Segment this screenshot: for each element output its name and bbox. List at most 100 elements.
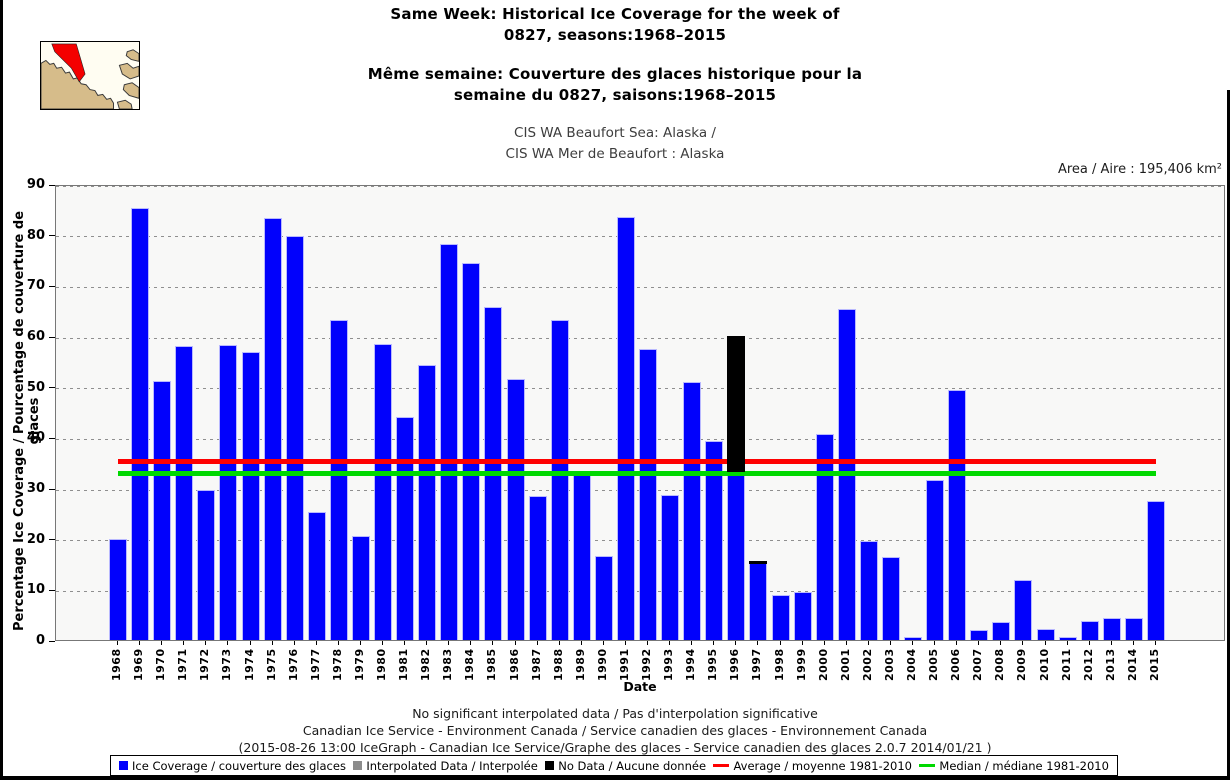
gridline-70 xyxy=(56,286,1224,288)
bar-ice-1977 xyxy=(307,512,326,640)
bar-ice-1998 xyxy=(771,595,790,640)
x-tick-mark xyxy=(934,641,936,645)
footer-line-3: (2015-08-26 13:00 IceGraph - Canadian Ic… xyxy=(238,740,992,755)
x-tick-label-2011: 2011 xyxy=(1059,648,1073,681)
x-tick-label-1995: 1995 xyxy=(706,648,720,681)
x-tick-mark xyxy=(1110,641,1112,645)
x-tick-label-2002: 2002 xyxy=(860,648,874,681)
x-tick-mark xyxy=(271,641,273,645)
legend-item-3: No Data / Aucune donnée xyxy=(545,759,706,773)
y-tick-label-60: 60 xyxy=(26,329,45,344)
map-land xyxy=(41,59,115,109)
x-tick-label-2007: 2007 xyxy=(971,648,985,681)
bar-ice-1980 xyxy=(374,343,393,640)
bar-ice-2010 xyxy=(1036,629,1055,640)
gridline-80 xyxy=(56,236,1224,238)
page-title-fr-line1: Même semaine: Couverture des glaces hist… xyxy=(367,65,863,83)
x-tick-label-2004: 2004 xyxy=(905,648,919,681)
x-tick-mark xyxy=(1154,641,1156,645)
region-subtitle-line2: CIS WA Mer de Beaufort : Alaska xyxy=(505,146,725,162)
bar-nodata-1997 xyxy=(749,561,768,565)
x-tick-mark xyxy=(382,641,384,645)
x-tick-label-1996: 1996 xyxy=(728,648,742,681)
y-tick-mark xyxy=(49,437,55,439)
y-axis: 0 10 20 30 40 50 60 70 80 90 xyxy=(0,177,55,648)
bar-ice-1974 xyxy=(241,352,260,640)
x-tick-label-2014: 2014 xyxy=(1125,648,1139,681)
x-tick-label-1973: 1973 xyxy=(220,648,234,681)
x-tick-label-1991: 1991 xyxy=(617,648,631,681)
x-tick-label-2015: 2015 xyxy=(1147,648,1161,681)
x-tick-label-1968: 1968 xyxy=(110,648,123,681)
x-tick-mark xyxy=(359,641,361,645)
x-tick-mark xyxy=(426,641,428,645)
image-border-bottom xyxy=(0,776,1230,780)
bar-ice-1973 xyxy=(219,344,238,640)
median-line xyxy=(118,470,1156,476)
legend-item-4: Average / moyenne 1981-2010 xyxy=(713,759,912,773)
bar-ice-1996 xyxy=(727,470,746,640)
bar-ice-1990 xyxy=(594,555,613,640)
y-tick-label-80: 80 xyxy=(26,227,45,243)
footer-text: No significant interpolated data / Pas d… xyxy=(0,705,1230,756)
bar-ice-2014 xyxy=(1124,618,1143,640)
bar-ice-1968 xyxy=(109,538,127,640)
bar-ice-1982 xyxy=(418,364,437,640)
x-tick-label-1980: 1980 xyxy=(375,648,389,681)
y-tick-label-0: 0 xyxy=(35,633,45,648)
x-tick-label-1974: 1974 xyxy=(242,648,256,681)
legend-label: Average / moyenne 1981-2010 xyxy=(733,758,912,773)
x-tick-mark xyxy=(602,641,604,645)
x-tick-label-1987: 1987 xyxy=(529,648,543,681)
map-island xyxy=(122,82,139,99)
y-tick-label-40: 40 xyxy=(26,430,45,446)
x-tick-mark xyxy=(647,641,649,645)
x-tick-label-1982: 1982 xyxy=(419,648,433,681)
x-tick-label-1994: 1994 xyxy=(684,648,698,681)
x-tick-label-1969: 1969 xyxy=(132,648,146,681)
gridline-90 xyxy=(56,185,1224,187)
legend-swatch-square xyxy=(545,761,555,770)
bar-ice-1975 xyxy=(263,218,282,640)
bar-ice-2003 xyxy=(881,557,900,640)
x-tick-label-1992: 1992 xyxy=(640,648,654,681)
x-tick-label-1990: 1990 xyxy=(595,648,609,681)
map-island xyxy=(118,62,139,80)
x-tick-label-1975: 1975 xyxy=(264,648,278,681)
legend-item-5: Median / médiane 1981-2010 xyxy=(919,759,1109,773)
x-tick-label-1993: 1993 xyxy=(662,648,676,681)
y-tick-label-20: 20 xyxy=(26,531,45,547)
x-tick-mark xyxy=(205,641,207,645)
x-axis: 1968 1969 1970 1971 1972 1973 1974 1975 1976 1977… xyxy=(55,641,1225,683)
bar-ice-2000 xyxy=(815,433,834,640)
bar-ice-2013 xyxy=(1102,618,1121,640)
x-tick-mark xyxy=(867,641,869,645)
x-tick-label-2010: 2010 xyxy=(1037,648,1051,681)
x-tick-mark xyxy=(1044,641,1046,645)
bar-ice-1991 xyxy=(616,217,635,640)
x-tick-mark xyxy=(315,641,317,645)
y-tick-mark xyxy=(49,387,55,389)
bar-ice-1984 xyxy=(462,262,481,640)
y-tick-label-10: 10 xyxy=(26,582,45,598)
footer-line-2: Canadian Ice Service - Environment Canad… xyxy=(302,723,928,738)
map-inset xyxy=(40,41,140,110)
x-tick-mark xyxy=(139,641,141,645)
highlighted-region xyxy=(51,43,86,83)
y-tick-label-50: 50 xyxy=(26,379,45,395)
x-tick-mark xyxy=(470,641,472,645)
x-tick-mark xyxy=(249,641,251,645)
bar-ice-2008 xyxy=(992,621,1011,640)
region-subtitle-line1: CIS WA Beaufort Sea: Alaska / xyxy=(514,125,716,141)
x-tick-label-2003: 2003 xyxy=(882,648,896,681)
x-tick-mark xyxy=(492,641,494,645)
legend-swatch-line xyxy=(919,764,936,767)
bar-ice-1992 xyxy=(639,349,658,640)
page-title-fr-line2: semaine du 0827, saisons:1968–2015 xyxy=(453,86,777,104)
y-tick-label-30: 30 xyxy=(26,481,45,496)
x-tick-mark xyxy=(691,641,693,645)
x-tick-mark xyxy=(1088,641,1090,645)
bar-ice-1986 xyxy=(506,379,525,640)
x-tick-mark xyxy=(978,641,980,645)
y-tick-mark xyxy=(49,488,55,490)
